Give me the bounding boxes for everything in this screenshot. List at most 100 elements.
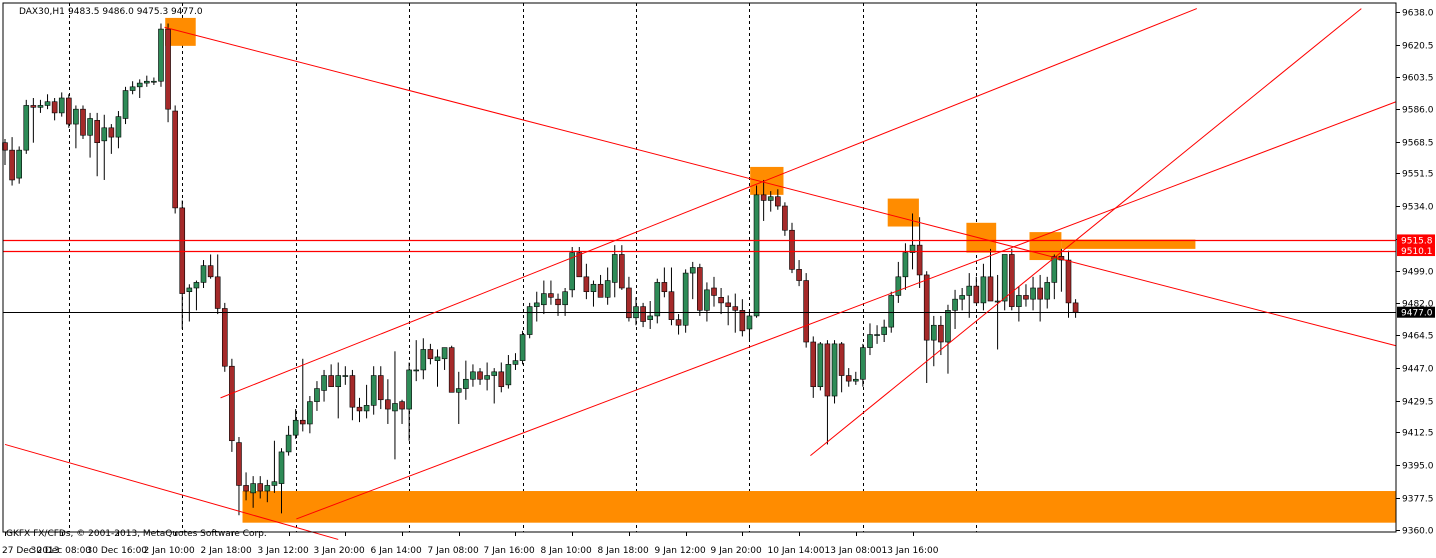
bull-candle-body: [767, 196, 774, 201]
candle: [363, 384, 370, 419]
candle: [51, 97, 58, 121]
bull-candle-body: [881, 326, 887, 335]
candle: [838, 342, 845, 393]
candle: [314, 381, 320, 411]
bull-candle-body: [16, 149, 22, 179]
candle: [144, 75, 150, 87]
bull-candle-body: [505, 364, 512, 386]
candle: [349, 369, 356, 421]
bear-candle-body: [640, 306, 646, 322]
candle: [640, 302, 646, 328]
candle: [179, 200, 186, 329]
y-tick-label: 9551.5: [1402, 170, 1434, 180]
candle: [789, 222, 795, 274]
candle: [590, 280, 597, 307]
candle: [94, 112, 100, 177]
bull-candle-body: [23, 105, 30, 151]
candle: [909, 213, 916, 270]
bull-candle-body: [186, 287, 193, 293]
candle: [448, 345, 455, 393]
bull-candle-body: [1016, 295, 1022, 307]
bull-candle-body: [158, 28, 164, 82]
candle: [867, 323, 873, 356]
candle: [526, 302, 533, 339]
candle: [1051, 254, 1058, 300]
bull-candle-body: [144, 80, 150, 84]
candle: [704, 282, 710, 322]
candle: [824, 340, 831, 445]
bull-candle-body: [817, 343, 824, 388]
bull-candle-body: [37, 105, 44, 108]
candle: [477, 368, 483, 385]
candle: [307, 396, 313, 434]
bull-candle-body: [271, 481, 278, 486]
x-tick-label: 3 Jan 20:00: [314, 546, 366, 556]
candle: [541, 280, 547, 315]
candle: [66, 94, 72, 128]
candle: [760, 179, 767, 221]
candle: [626, 276, 632, 322]
bull-candle-body: [909, 244, 916, 253]
bear-candle-body: [80, 108, 86, 136]
bull-candle-body: [689, 267, 696, 274]
bear-candle-body: [760, 194, 767, 201]
candle: [221, 302, 228, 372]
bear-candle-body: [1008, 254, 1015, 307]
x-tick-label: 9 Jan 12:00: [655, 546, 707, 556]
bear-candle-body: [385, 399, 391, 410]
candle: [796, 260, 802, 287]
bear-candle-body: [548, 293, 554, 298]
bull-candle-body: [860, 347, 866, 380]
current-price-tag-bg: [1397, 306, 1435, 318]
candle: [668, 267, 675, 326]
bull-candle-body: [151, 80, 157, 83]
bear-candle-body: [328, 375, 334, 388]
candle: [87, 112, 93, 158]
current-price-tag: 9477.0: [1397, 306, 1435, 319]
candle: [817, 342, 824, 391]
candle: [342, 366, 349, 385]
bear-candle-body: [675, 319, 682, 326]
bear-candle-body: [619, 254, 625, 289]
candle: [718, 287, 724, 315]
bull-candle-body: [1051, 256, 1058, 283]
bear-candle-body: [661, 282, 668, 293]
candle: [519, 330, 526, 365]
candle: [505, 355, 512, 389]
candle: [810, 336, 817, 398]
bull-candle-body: [115, 116, 122, 138]
bear-candle-body: [626, 287, 632, 319]
bull-candle-body: [902, 252, 909, 278]
bull-candle-body: [852, 378, 859, 382]
bull-candle-body: [392, 403, 398, 412]
candle: [377, 366, 384, 410]
bear-candle-body: [987, 276, 994, 302]
bull-candle-body: [455, 388, 462, 393]
candle: [434, 349, 441, 387]
candle: [321, 369, 327, 402]
candle: [484, 362, 490, 391]
candle: [860, 343, 866, 387]
x-tick-label: 13 Jan 08:00: [825, 546, 882, 556]
y-tick-label: 9499.0: [1402, 268, 1434, 278]
candle: [732, 293, 739, 333]
bull-candle-body: [441, 347, 448, 360]
candle: [193, 280, 200, 311]
candle: [604, 267, 611, 305]
y-tick-label: 9482.0: [1402, 300, 1434, 310]
level-tag-upper-bg: [1397, 234, 1435, 246]
bull-candle-body: [1001, 254, 1008, 302]
current-price-tag-text: 9477.0: [1401, 309, 1433, 319]
candle: [285, 425, 292, 456]
bear-candle-body: [257, 483, 264, 492]
y-tick-label: 9429.5: [1402, 398, 1434, 408]
x-tick-label: 30 Dec 16:00: [87, 546, 148, 556]
candle: [37, 99, 44, 113]
candle: [548, 280, 554, 305]
bull-candle-body: [200, 265, 207, 283]
lower-descending-line: [4, 443, 339, 540]
bear-candle-body: [796, 269, 802, 281]
bear-candle-body: [916, 244, 923, 276]
candle: [399, 399, 405, 424]
y-tick-label: 9360.0: [1402, 527, 1434, 537]
